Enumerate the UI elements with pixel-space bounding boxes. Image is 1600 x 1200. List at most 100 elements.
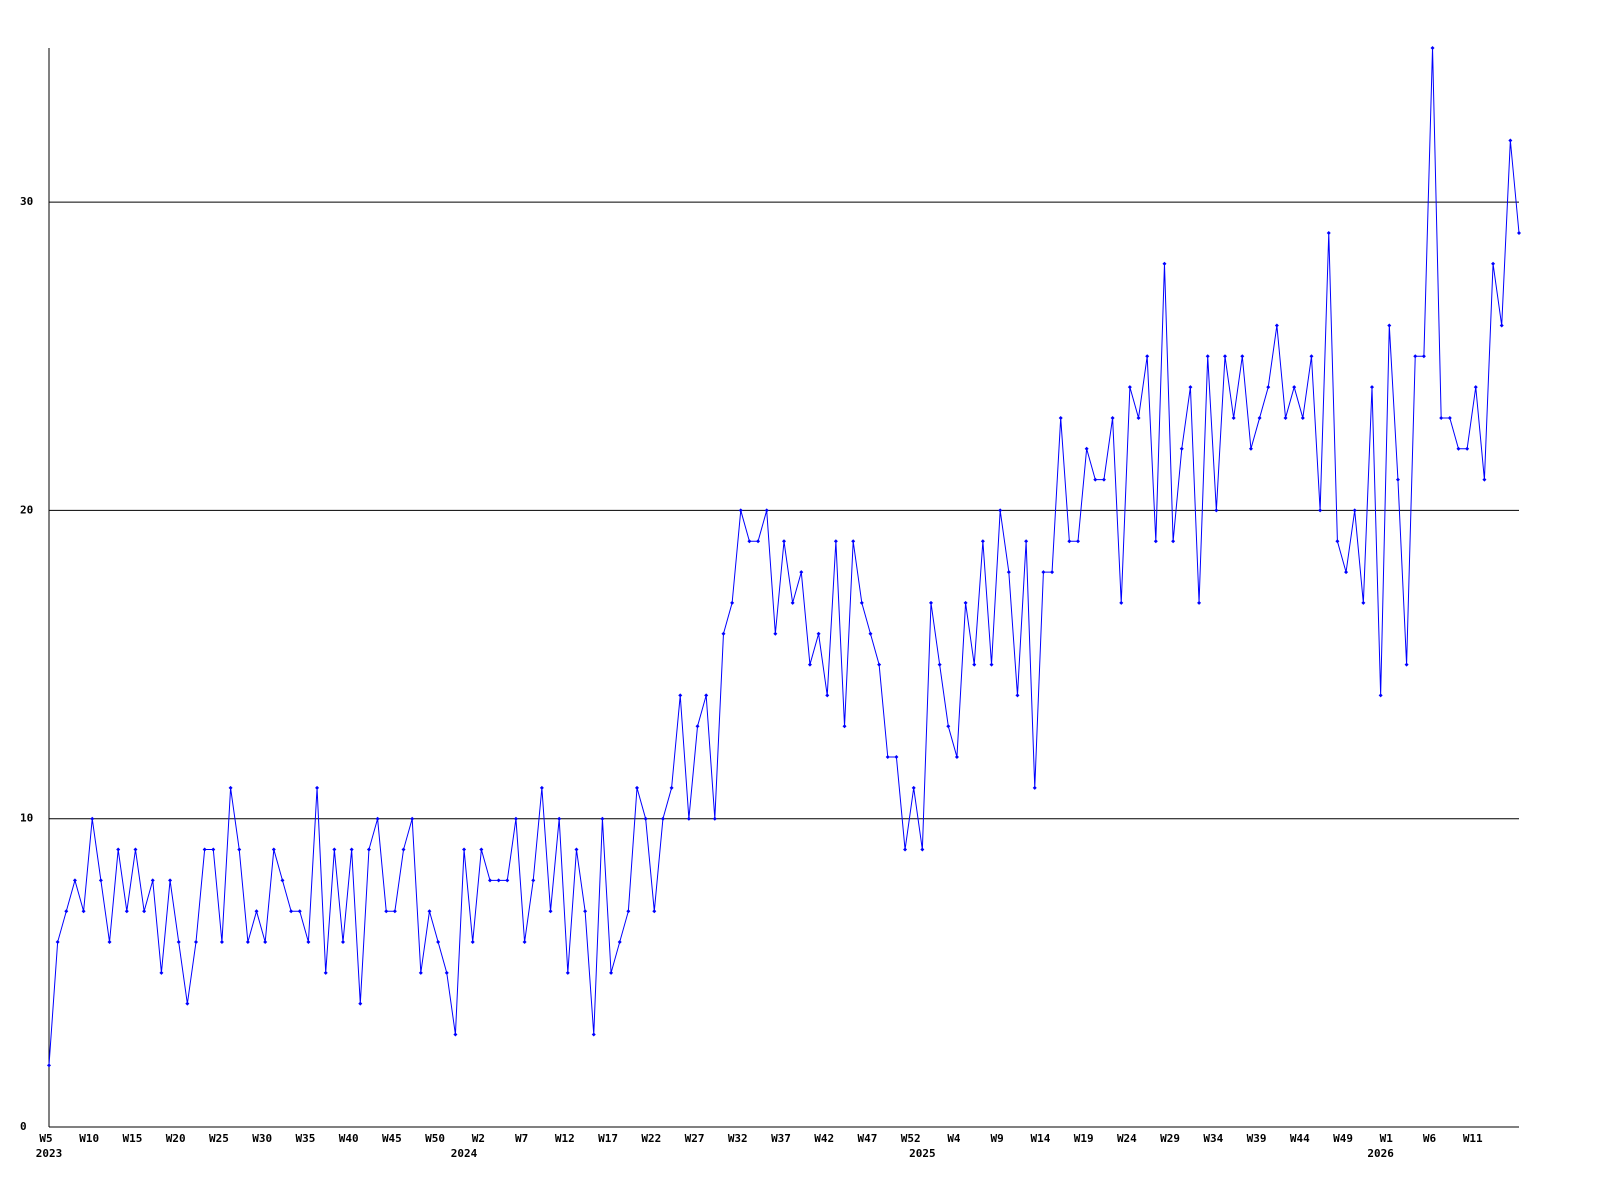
data-point	[756, 539, 761, 544]
data-point	[929, 600, 933, 605]
x-tick-label: W42	[814, 1132, 834, 1145]
data-point	[1032, 785, 1037, 790]
data-point	[1162, 261, 1167, 266]
data-point	[124, 909, 129, 914]
data-point	[237, 847, 242, 852]
data-point	[825, 693, 830, 698]
x-tick-label: W45	[382, 1132, 402, 1145]
x-tick-label: W10	[79, 1132, 99, 1145]
data-point	[185, 1001, 190, 1006]
x-tick-label: W14	[1030, 1132, 1050, 1145]
data-point	[1283, 415, 1288, 420]
data-point	[937, 662, 942, 667]
data-point	[998, 508, 1003, 513]
data-point	[539, 785, 544, 790]
y-tick-label: 20	[20, 503, 33, 516]
data-point	[219, 940, 224, 945]
data-point	[678, 693, 683, 698]
data-point	[609, 970, 614, 975]
data-point	[1352, 508, 1357, 513]
data-point	[859, 600, 864, 605]
data-point	[790, 600, 795, 605]
data-point	[64, 909, 69, 914]
data-point	[1473, 385, 1478, 390]
x-tick-label: W15	[123, 1132, 143, 1145]
x-tick-label: W29	[1160, 1132, 1180, 1145]
data-point	[1127, 385, 1132, 390]
data-point	[194, 940, 198, 945]
data-point	[1067, 539, 1072, 544]
data-point	[1344, 570, 1349, 575]
data-point	[1491, 261, 1496, 266]
data-point	[894, 755, 899, 760]
data-point	[1136, 415, 1141, 420]
data-point	[695, 724, 700, 729]
x-tick-label: W22	[641, 1132, 661, 1145]
data-point	[453, 1032, 458, 1037]
data-point	[1050, 570, 1055, 575]
data-point	[1274, 323, 1279, 328]
data-point	[842, 724, 847, 729]
data-point	[1266, 385, 1271, 390]
x-tick-label: W32	[728, 1132, 748, 1145]
data-point	[591, 1032, 596, 1037]
x-tick-label: W25	[209, 1132, 229, 1145]
data-point	[721, 631, 726, 636]
data-point	[159, 970, 164, 975]
data-point	[479, 847, 484, 852]
data-point	[1482, 477, 1487, 482]
data-point	[297, 909, 302, 914]
x-tick-label: W40	[339, 1132, 359, 1145]
data-point	[989, 662, 994, 667]
data-point	[211, 847, 216, 852]
year-label: 2023	[36, 1147, 63, 1160]
data-point	[557, 816, 562, 821]
data-point	[972, 662, 977, 667]
data-point	[851, 539, 856, 544]
data-point	[946, 724, 951, 729]
x-tick-label: W17	[598, 1132, 618, 1145]
data-point	[98, 878, 103, 883]
data-point	[1205, 354, 1210, 359]
data-point	[565, 970, 570, 975]
data-point	[462, 847, 467, 852]
x-tick-label: W34	[1203, 1132, 1223, 1145]
data-point	[271, 847, 276, 852]
data-point	[150, 878, 155, 883]
data-point	[773, 631, 778, 636]
data-point	[47, 1063, 51, 1068]
data-point	[55, 940, 60, 945]
data-point	[885, 755, 890, 760]
data-point	[90, 816, 95, 821]
data-point	[635, 785, 639, 790]
data-point	[72, 878, 77, 883]
data-point	[799, 570, 804, 575]
data-point	[358, 1001, 363, 1006]
x-tick-label: W30	[252, 1132, 272, 1145]
data-point	[401, 847, 406, 852]
data-point	[712, 816, 717, 821]
data-point	[833, 539, 838, 544]
data-point	[1439, 415, 1444, 420]
data-point	[1006, 570, 1011, 575]
data-point	[332, 847, 337, 852]
data-point	[1309, 354, 1314, 359]
data-point	[1370, 385, 1374, 390]
data-point	[954, 755, 959, 760]
x-tick-label: W49	[1333, 1132, 1353, 1145]
x-tick-label: W47	[858, 1132, 878, 1145]
data-point	[1395, 477, 1400, 482]
x-tick-label: W52	[901, 1132, 921, 1145]
data-point	[660, 816, 665, 821]
data-point	[747, 539, 752, 544]
data-point	[1214, 508, 1219, 513]
data-point	[1153, 539, 1158, 544]
data-point	[1101, 477, 1106, 482]
data-point	[228, 785, 233, 790]
data-point	[1404, 662, 1409, 667]
x-tick-label: W24	[1117, 1132, 1137, 1145]
data-point	[911, 785, 916, 790]
data-point	[116, 847, 121, 852]
data-point	[375, 816, 380, 821]
